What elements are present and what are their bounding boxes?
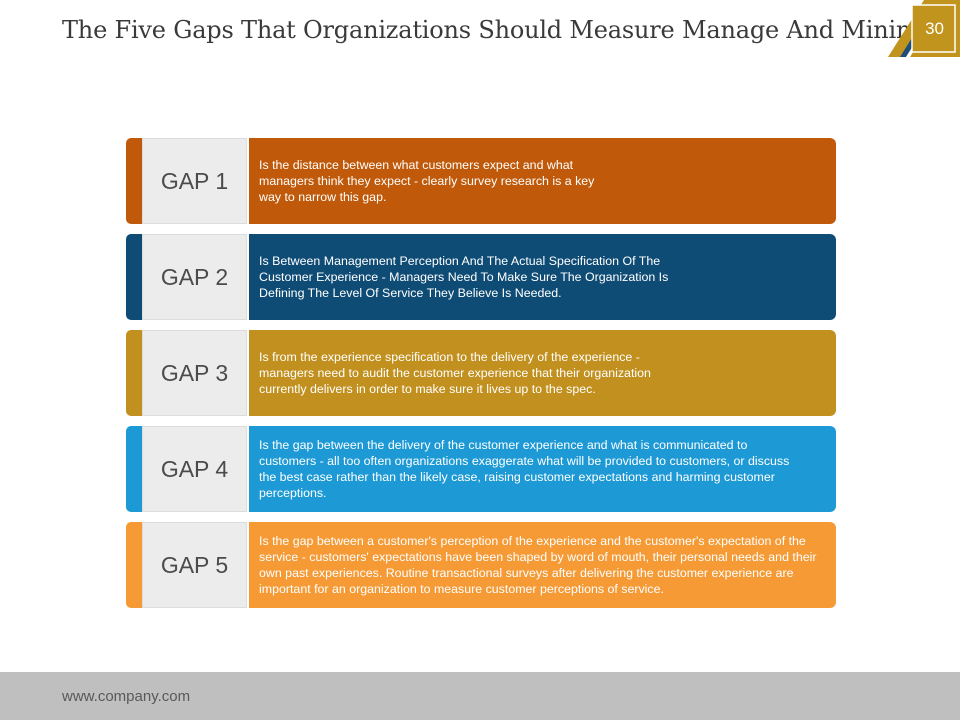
gap-1-label: GAP 1 [160,167,229,194]
gap-4-label: GAP 4 [160,455,229,482]
gap-3-description: Is from the experience specification to … [259,350,651,396]
gap-2-description-box: Is Between Management Perception And The… [249,234,836,320]
page-number-badge: 30 [888,0,960,57]
gap-1-label-box: GAP 1 [142,138,247,224]
gap-list: GAP 1 Is the distance between what custo… [126,138,836,618]
footer-url: www.company.com [62,688,191,705]
gap-2-label: GAP 2 [160,263,229,290]
gap-1-description: Is the distance between what customers e… [259,158,595,204]
page-badge-shape [888,0,960,57]
gap-row-3: GAP 3 Is from the experience specificati… [126,330,836,416]
gap-5-label-box: GAP 5 [142,522,247,608]
badge-inner-box [911,4,956,53]
gap-5-label: GAP 5 [160,551,229,578]
gap-3-label-box: GAP 3 [142,330,247,416]
gap-5-description: Is the gap between a customer's percepti… [259,534,817,596]
gap-1-description-box: Is the distance between what customers e… [249,138,836,224]
slide-title: The Five Gaps That Organizations Should … [62,16,953,44]
gap-4-description: Is the gap between the delivery of the c… [259,438,790,500]
gap-4-label-box: GAP 4 [142,426,247,512]
gap-3-label: GAP 3 [160,359,229,386]
gap-4-description-box: Is the gap between the delivery of the c… [249,426,836,512]
gap-5-description-box: Is the gap between a customer's percepti… [249,522,836,608]
gap-2-label-box: GAP 2 [142,234,247,320]
gap-row-2: GAP 2 Is Between Management Perception A… [126,234,836,320]
footer-bar: www.company.com [0,672,960,720]
gap-3-description-box: Is from the experience specification to … [249,330,836,416]
gap-row-5: GAP 5 Is the gap between a customer's pe… [126,522,836,608]
page-number: 30 [925,19,944,38]
gap-row-1: GAP 1 Is the distance between what custo… [126,138,836,224]
gap-2-description: Is Between Management Perception And The… [259,254,669,300]
gap-row-4: GAP 4 Is the gap between the delivery of… [126,426,836,512]
